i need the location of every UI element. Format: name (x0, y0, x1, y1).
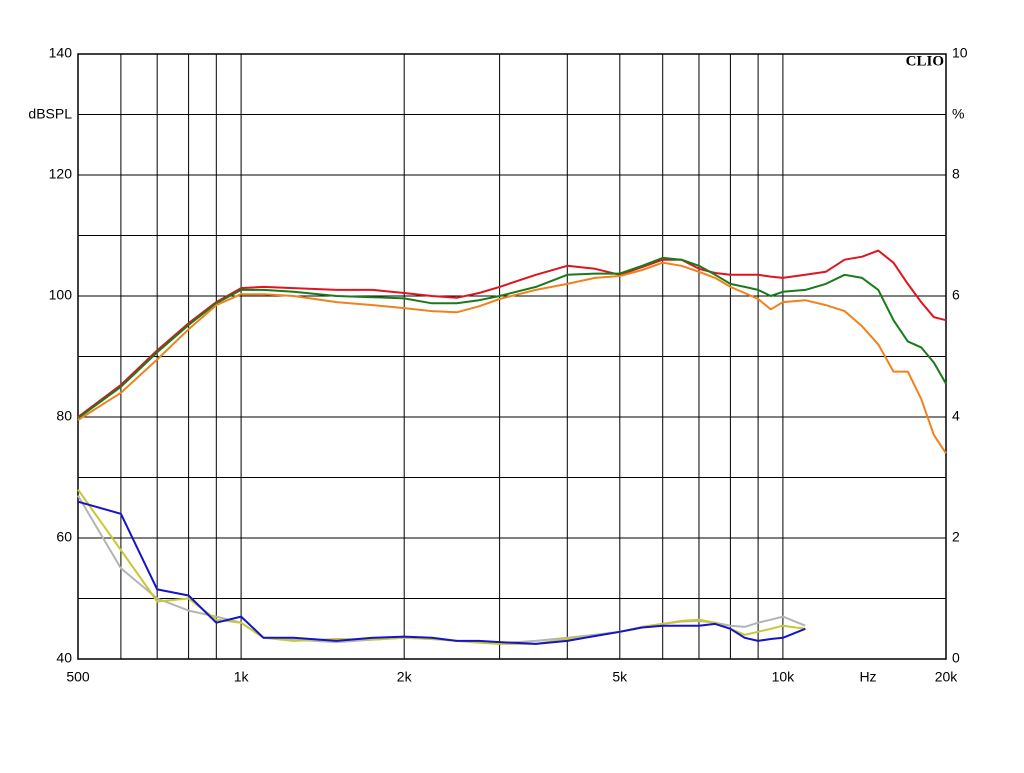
series-line (77, 500, 806, 645)
y-axis-label: dBSPL (28, 106, 72, 122)
y2-tick-label: 0 (952, 650, 960, 666)
y2-tick-label: 4 (952, 408, 960, 424)
x-tick-label: 5k (612, 669, 628, 685)
y2-axis-label: % (952, 106, 964, 122)
series-line (77, 256, 947, 420)
x-tick-label: 2k (397, 669, 413, 685)
plot-frame (77, 53, 947, 660)
y-tick-label: 100 (49, 287, 73, 303)
x-tick-label: 1k (234, 669, 250, 685)
y2-tick-label: 8 (952, 166, 960, 182)
x-tick-label: 500 (66, 669, 90, 685)
series-line (77, 249, 947, 418)
x-axis-label: Hz (859, 669, 876, 685)
y-tick-label: 40 (56, 650, 72, 666)
y2-tick-label: 2 (952, 529, 960, 545)
y-tick-label: 80 (56, 408, 72, 424)
y2-tick-label: 6 (952, 287, 960, 303)
series-line (77, 261, 947, 454)
y-tick-label: 60 (56, 529, 72, 545)
x-tick-label: 10k (772, 669, 796, 685)
y2-tick-label: 10 (952, 45, 968, 61)
y-tick-label: 120 (49, 166, 73, 182)
y-tick-label: 140 (49, 45, 73, 61)
brand-label: CLIO (906, 53, 944, 69)
x-tick-label: 20k (935, 669, 959, 685)
